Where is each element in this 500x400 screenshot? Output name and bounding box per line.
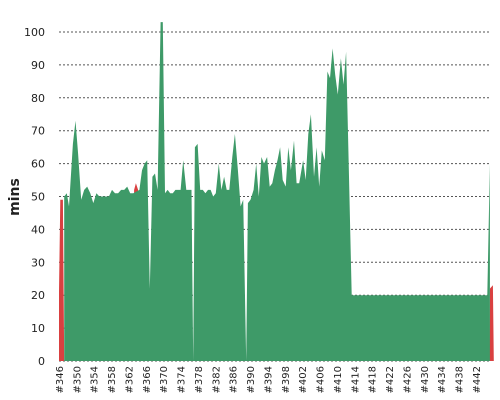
x-tick-label: #434 bbox=[437, 366, 448, 393]
x-tick-label: #426 bbox=[403, 366, 414, 393]
x-tick-label: #350 bbox=[72, 366, 83, 393]
y-tick-label: 40 bbox=[31, 223, 45, 236]
x-tick-label: #418 bbox=[368, 366, 379, 393]
x-tick-label: #398 bbox=[281, 366, 292, 393]
x-tick-label: #346 bbox=[55, 366, 66, 393]
x-tick-label: #366 bbox=[142, 366, 153, 393]
y-tick-label: 30 bbox=[31, 256, 45, 269]
x-tick-label: #382 bbox=[211, 366, 222, 393]
x-tick-label: #402 bbox=[298, 366, 309, 393]
x-tick-label: #358 bbox=[107, 366, 118, 393]
x-tick-label: #374 bbox=[177, 366, 188, 393]
x-tick-label: #430 bbox=[420, 366, 431, 393]
x-tick-label: #414 bbox=[350, 366, 361, 393]
x-tick-label: #442 bbox=[472, 366, 483, 393]
y-tick-label: 90 bbox=[31, 59, 45, 72]
x-tick-label: #390 bbox=[246, 366, 257, 393]
y-tick-label: 0 bbox=[38, 355, 45, 368]
x-tick-label: #370 bbox=[159, 366, 170, 393]
x-tick-label: #406 bbox=[316, 366, 327, 393]
plot-area bbox=[59, 22, 494, 361]
x-tick-label: #410 bbox=[333, 366, 344, 393]
y-tick-label: 10 bbox=[31, 322, 45, 335]
y-tick-label: 70 bbox=[31, 125, 45, 138]
x-tick-labels: #346 #350 #354 #358 #362 #366 #370 #374 #378 #382… bbox=[55, 366, 483, 394]
x-tick-label: #362 bbox=[125, 366, 136, 393]
y-axis-label: mins bbox=[7, 178, 23, 216]
x-tick-label: #394 bbox=[264, 366, 275, 393]
x-tick-label: #422 bbox=[385, 366, 396, 393]
y-tick-label: 50 bbox=[31, 191, 45, 204]
x-tick-label: #354 bbox=[90, 366, 101, 393]
y-tick-label: 20 bbox=[31, 289, 45, 302]
y-tick-label: 80 bbox=[31, 92, 45, 105]
y-tick-labels: 0 10 20 30 40 50 60 70 80 90 100 bbox=[24, 26, 45, 368]
x-tick-label: #386 bbox=[229, 366, 240, 393]
y-tick-label: 100 bbox=[24, 26, 45, 39]
y-tick-label: 60 bbox=[31, 158, 45, 171]
x-tick-label: #378 bbox=[194, 366, 205, 393]
x-tick-label: #438 bbox=[455, 366, 466, 393]
area-success bbox=[64, 22, 490, 361]
